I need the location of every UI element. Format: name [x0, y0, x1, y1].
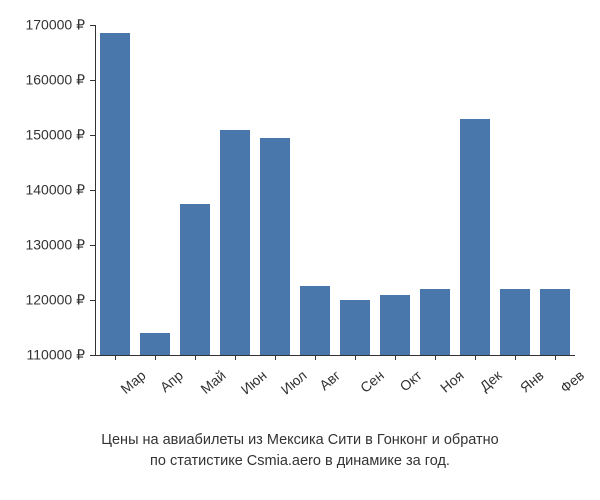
x-tick-mark: [315, 355, 316, 360]
plot-area: [95, 25, 575, 355]
y-tick-label: 110000 ₽: [0, 347, 85, 364]
bar: [300, 286, 330, 355]
x-tick-label: Сен: [357, 367, 387, 396]
x-tick-label: Дек: [476, 367, 504, 394]
x-tick-label: Янв: [517, 367, 547, 396]
x-tick-mark: [435, 355, 436, 360]
y-tick-label: 170000 ₽: [0, 17, 85, 34]
x-tick-label: Окт: [397, 367, 425, 394]
x-tick-mark: [195, 355, 196, 360]
x-axis: МарАпрМайИюнИюлАвгСенОктНояДекЯнвФев: [95, 355, 575, 425]
x-tick-label: Май: [197, 367, 228, 397]
x-tick-label: Июл: [278, 367, 310, 398]
bar: [140, 333, 170, 355]
bar: [500, 289, 530, 355]
bar: [260, 138, 290, 355]
x-tick-mark: [395, 355, 396, 360]
bar: [220, 130, 250, 356]
y-axis: 110000 ₽120000 ₽130000 ₽140000 ₽150000 ₽…: [0, 25, 95, 355]
x-tick-label: Мар: [117, 367, 148, 397]
x-tick-mark: [555, 355, 556, 360]
bar: [420, 289, 450, 355]
x-tick-mark: [475, 355, 476, 360]
x-tick-label: Ноя: [437, 367, 467, 396]
bar: [340, 300, 370, 355]
x-tick-mark: [355, 355, 356, 360]
y-tick-mark: [90, 135, 95, 136]
bar: [100, 33, 130, 355]
y-tick-label: 120000 ₽: [0, 292, 85, 309]
bar: [180, 204, 210, 355]
y-tick-mark: [90, 300, 95, 301]
price-chart: 110000 ₽ 120000 ₽ 130000 ₽ 140000 ₽ 150000 ₽…: [0, 10, 600, 430]
y-tick-label: 140000 ₽: [0, 182, 85, 199]
chart-caption: Цены на авиабилеты из Мексика Сити в Гон…: [0, 430, 600, 472]
bar: [540, 289, 570, 355]
y-tick-mark: [90, 245, 95, 246]
y-tick-mark: [90, 355, 95, 356]
x-tick-mark: [115, 355, 116, 360]
x-tick-label: Фев: [557, 367, 587, 396]
x-tick-label: Апр: [157, 367, 186, 395]
x-tick-mark: [515, 355, 516, 360]
x-tick-label: Авг: [316, 367, 343, 393]
y-tick-label: 160000 ₽: [0, 72, 85, 89]
y-tick-mark: [90, 80, 95, 81]
caption-line-2: по статистике Csmia.aero в динамике за г…: [150, 453, 450, 469]
bar: [380, 295, 410, 356]
y-tick-label: 130000 ₽: [0, 237, 85, 254]
bars-group: [95, 25, 575, 355]
x-tick-mark: [155, 355, 156, 360]
bar: [460, 119, 490, 356]
x-tick-label: Июн: [238, 367, 270, 397]
y-tick-mark: [90, 25, 95, 26]
x-tick-mark: [235, 355, 236, 360]
y-tick-mark: [90, 190, 95, 191]
y-tick-label: 150000 ₽: [0, 127, 85, 144]
caption-line-1: Цены на авиабилеты из Мексика Сити в Гон…: [101, 432, 498, 448]
x-tick-mark: [275, 355, 276, 360]
